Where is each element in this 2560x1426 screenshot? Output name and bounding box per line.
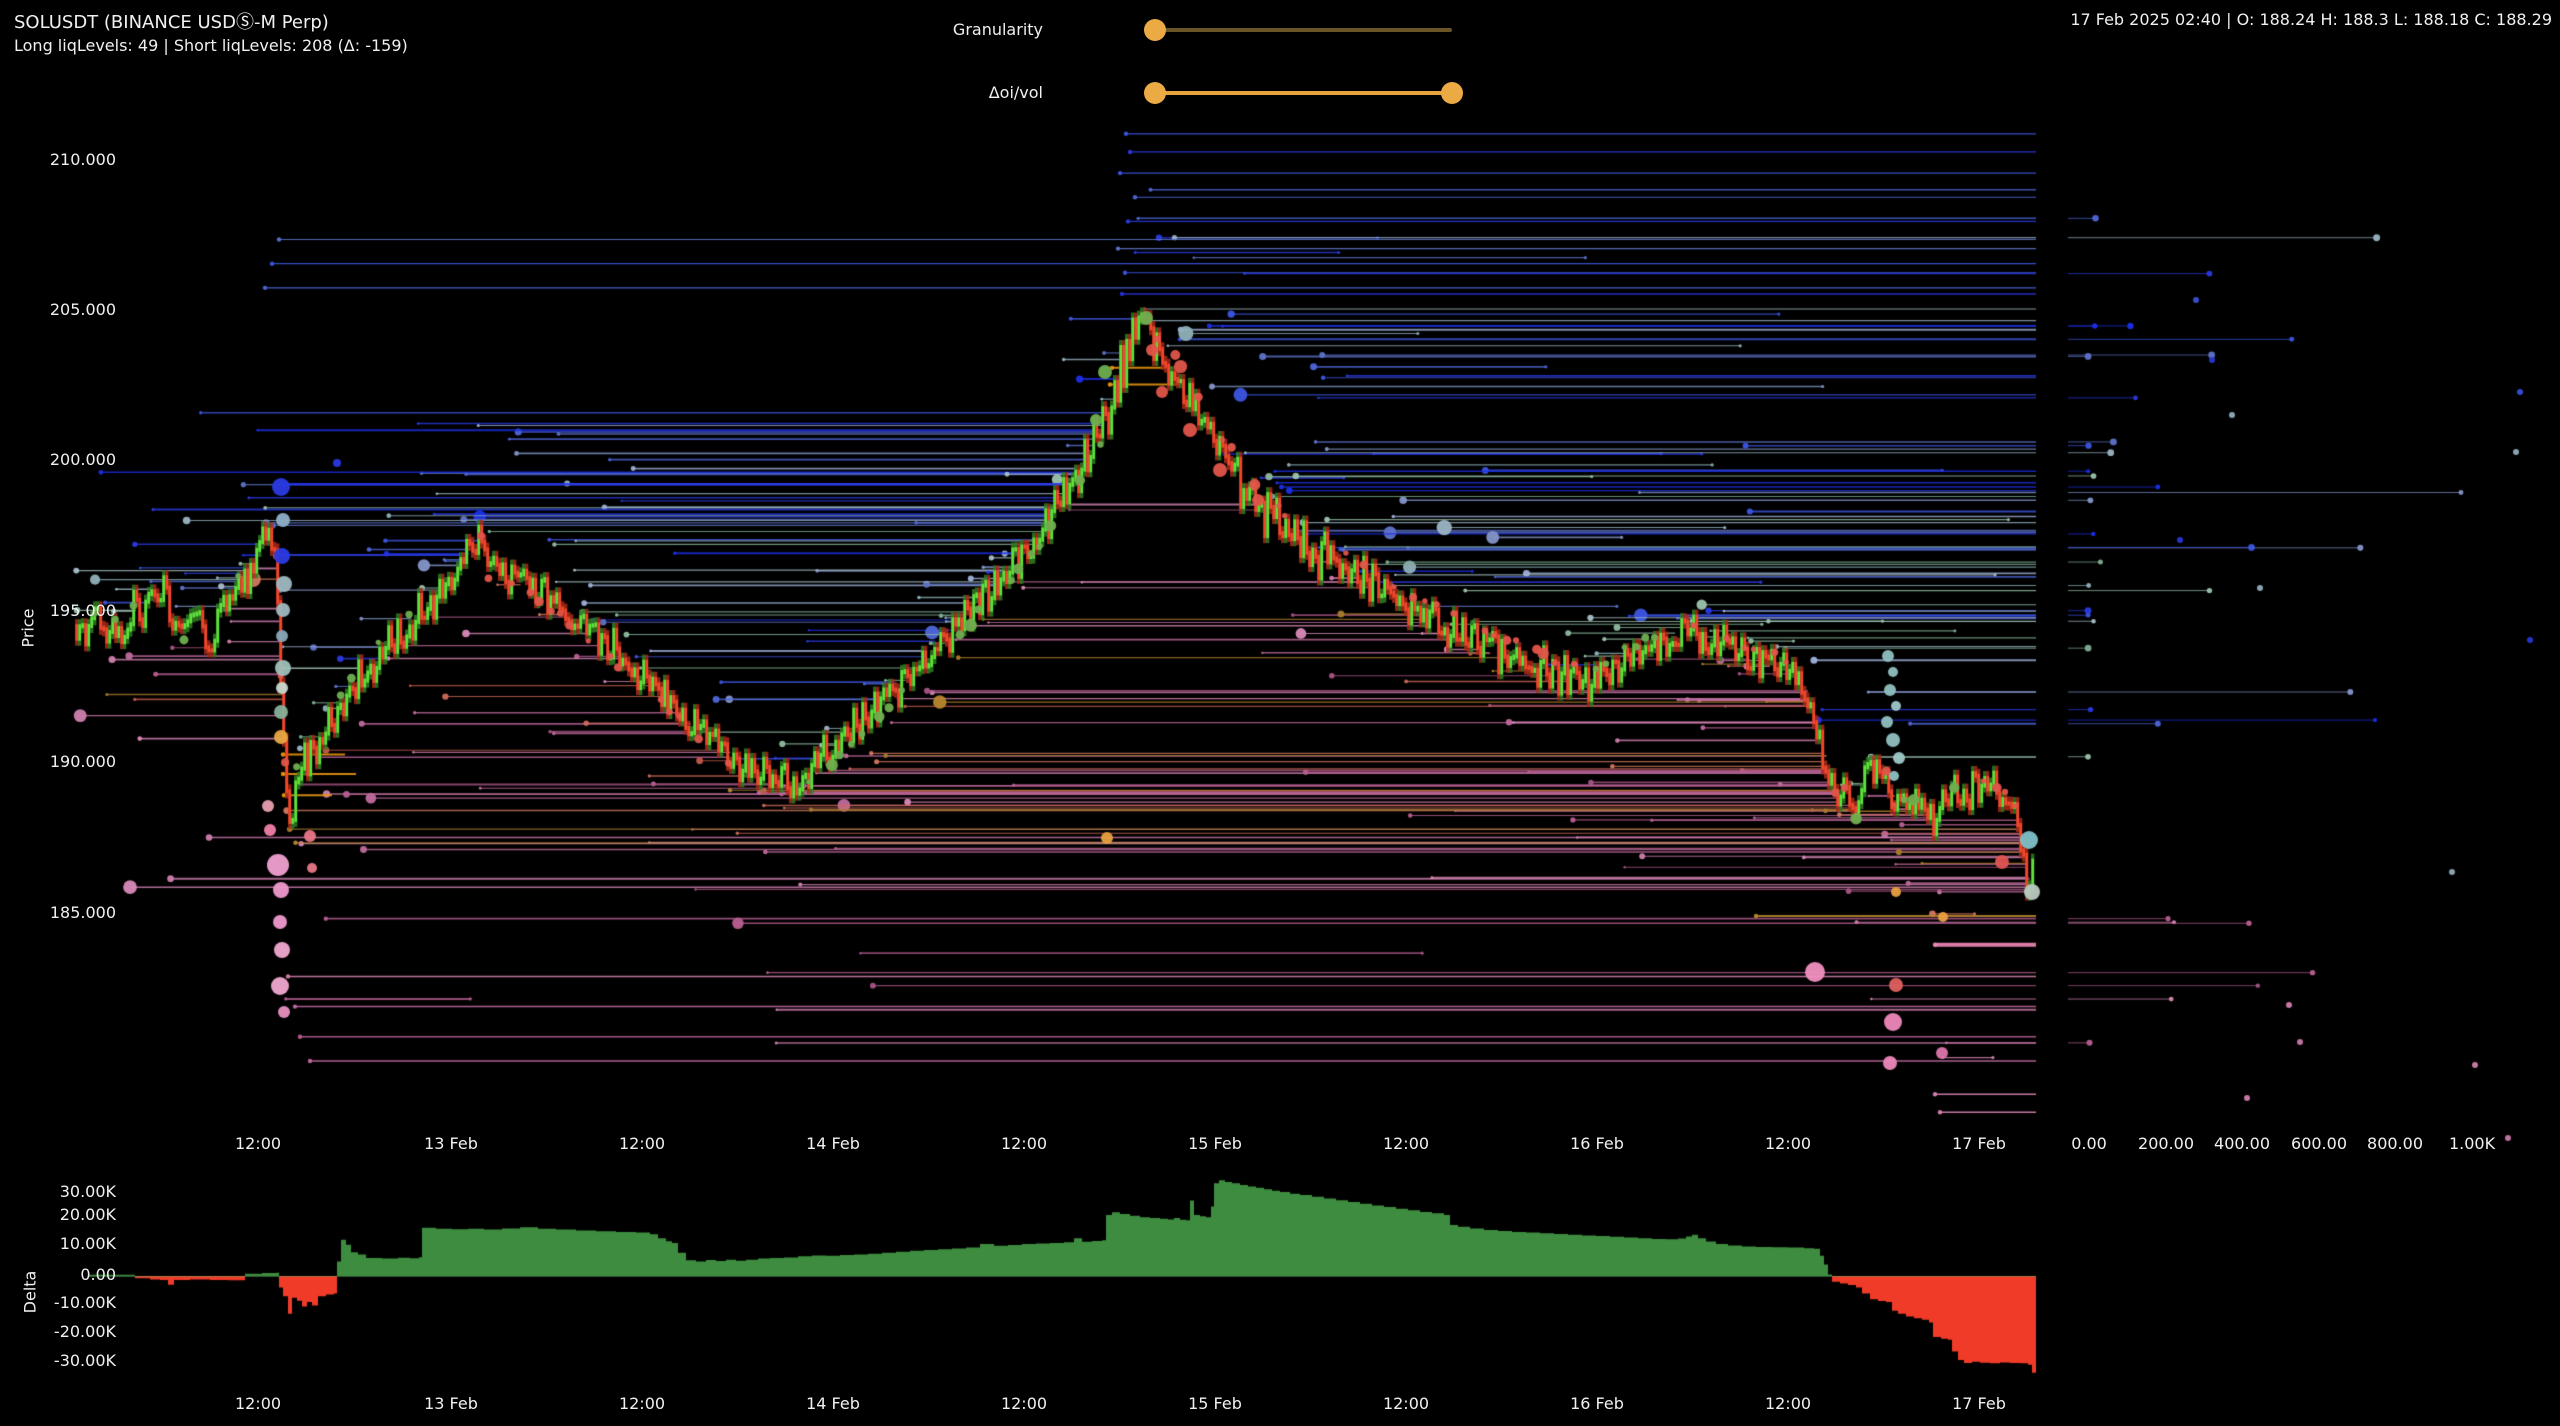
time-axis-tick: 12:00: [1382, 1134, 1430, 1153]
delta-time-axis-tick: 15 Feb: [1188, 1394, 1242, 1413]
profile-axis-tick: 600.00: [2291, 1134, 2347, 1153]
time-axis-tick: 13 Feb: [424, 1134, 478, 1153]
delta-time-axis-tick: 12:00: [1382, 1394, 1430, 1413]
delta-axis-tick: 0.00: [80, 1265, 116, 1284]
granularity-slider-handle[interactable]: [1144, 19, 1166, 41]
price-axis-tick: 210.000: [49, 150, 116, 169]
delta-time-axis-tick: 12:00: [618, 1394, 666, 1413]
time-axis-tick: 12:00: [234, 1134, 282, 1153]
ohlc-readout: 17 Feb 2025 02:40 | O: 188.24 H: 188.3 L…: [2070, 10, 2552, 29]
time-axis-tick: 12:00: [1764, 1134, 1812, 1153]
delta-time-axis-tick: 16 Feb: [1570, 1394, 1624, 1413]
delta-time-axis-tick: 14 Feb: [806, 1394, 860, 1413]
oi-vol-slider-label: Δoi/vol: [988, 83, 1043, 102]
price-axis-tick: 185.000: [49, 903, 116, 922]
price-axis-tick: 200.000: [49, 450, 116, 469]
time-axis-tick: 12:00: [618, 1134, 666, 1153]
profile-axis-tick: 200.00: [2138, 1134, 2194, 1153]
oi-vol-slider-handle-min[interactable]: [1144, 82, 1166, 104]
granularity-slider-label: Granularity: [952, 20, 1043, 39]
delta-time-axis-tick: 17 Feb: [1952, 1394, 2006, 1413]
time-axis-tick: 12:00: [1000, 1134, 1048, 1153]
price-axis-tick: 195.000: [49, 601, 116, 620]
price-axis-tick: 190.000: [49, 752, 116, 771]
delta-time-axis-tick: 12:00: [234, 1394, 282, 1413]
price-axis-tick: 205.000: [49, 300, 116, 319]
time-axis-tick: 15 Feb: [1188, 1134, 1242, 1153]
delta-time-axis-tick: 12:00: [1000, 1394, 1048, 1413]
oi-vol-slider-handle-max[interactable]: [1441, 82, 1463, 104]
oi-vol-slider-track[interactable]: [1155, 91, 1452, 95]
profile-axis-tick: 1.00K: [2448, 1134, 2496, 1153]
time-axis-tick: 16 Feb: [1570, 1134, 1624, 1153]
delta-axis-tick: 20.00K: [59, 1205, 116, 1224]
delta-axis-tick: -20.00K: [53, 1322, 116, 1341]
delta-axis-tick: -30.00K: [53, 1351, 116, 1370]
delta-time-axis-tick: 13 Feb: [424, 1394, 478, 1413]
delta-axis-tick: 10.00K: [59, 1234, 116, 1253]
page-title: SOLUSDT (BINANCE USDⓈ-M Perp): [14, 12, 329, 33]
granularity-slider-track[interactable]: [1155, 28, 1452, 32]
delta-axis-tick: -10.00K: [53, 1293, 116, 1312]
profile-axis-tick: 0.00: [2071, 1134, 2107, 1153]
delta-time-axis-tick: 12:00: [1764, 1394, 1812, 1413]
time-axis-tick: 14 Feb: [806, 1134, 860, 1153]
profile-axis-tick: 400.00: [2214, 1134, 2270, 1153]
delta-axis-tick: 30.00K: [59, 1182, 116, 1201]
liq-levels-summary: Long liqLevels: 49 | Short liqLevels: 20…: [14, 36, 408, 55]
profile-axis-tick: 800.00: [2367, 1134, 2423, 1153]
time-axis-tick: 17 Feb: [1952, 1134, 2006, 1153]
